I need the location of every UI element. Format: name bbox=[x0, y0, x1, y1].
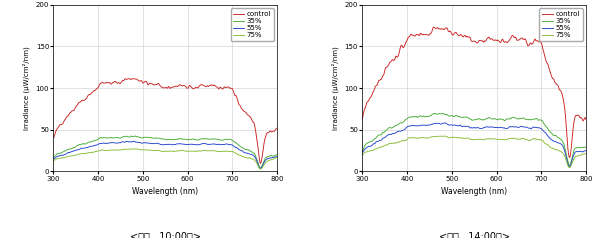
55% bbox=[186, 143, 193, 146]
control bbox=[566, 156, 573, 159]
Line: 55%: 55% bbox=[53, 141, 277, 168]
Y-axis label: Irradiance (μW/cm²/nm): Irradiance (μW/cm²/nm) bbox=[22, 46, 30, 130]
control bbox=[274, 127, 281, 129]
35% bbox=[180, 138, 187, 140]
75% bbox=[243, 156, 250, 159]
control bbox=[50, 136, 57, 139]
35% bbox=[359, 149, 366, 152]
35% bbox=[552, 134, 559, 137]
55% bbox=[50, 158, 57, 160]
55% bbox=[489, 126, 496, 129]
75% bbox=[186, 150, 193, 153]
control bbox=[372, 84, 379, 87]
75% bbox=[192, 150, 200, 153]
55% bbox=[529, 126, 536, 129]
control bbox=[529, 43, 536, 45]
Y-axis label: Irradiance (μW/cm²/nm): Irradiance (μW/cm²/nm) bbox=[332, 46, 339, 130]
35% bbox=[372, 136, 379, 139]
control bbox=[430, 26, 437, 29]
75% bbox=[274, 156, 281, 159]
control bbox=[186, 84, 193, 87]
control bbox=[180, 84, 187, 87]
75% bbox=[372, 148, 379, 150]
35% bbox=[220, 139, 227, 141]
control bbox=[359, 117, 366, 120]
Line: 55%: 55% bbox=[362, 123, 586, 167]
75% bbox=[583, 152, 590, 155]
35% bbox=[63, 149, 70, 151]
control bbox=[552, 82, 559, 84]
Line: 75%: 75% bbox=[53, 149, 277, 169]
Line: control: control bbox=[53, 79, 277, 163]
Text: <오후,  14:00～>: <오후, 14:00～> bbox=[439, 231, 510, 238]
75% bbox=[495, 138, 502, 141]
75% bbox=[552, 148, 559, 151]
Legend: control, 35%, 55%, 75%: control, 35%, 55%, 75% bbox=[230, 8, 274, 41]
35% bbox=[50, 156, 57, 159]
55% bbox=[257, 167, 264, 170]
35% bbox=[192, 138, 200, 141]
35% bbox=[489, 118, 496, 120]
35% bbox=[583, 145, 590, 148]
control bbox=[243, 112, 250, 115]
75% bbox=[489, 138, 496, 140]
control bbox=[501, 41, 509, 44]
35% bbox=[495, 118, 502, 121]
75% bbox=[257, 168, 264, 171]
35% bbox=[131, 135, 139, 138]
35% bbox=[274, 153, 281, 156]
Text: <오전,  10:00～>: <오전, 10:00～> bbox=[130, 231, 201, 238]
X-axis label: Wavelength (nm): Wavelength (nm) bbox=[441, 187, 507, 196]
75% bbox=[529, 138, 536, 141]
35% bbox=[501, 119, 509, 122]
55% bbox=[495, 126, 502, 129]
75% bbox=[501, 138, 509, 141]
Line: control: control bbox=[362, 27, 586, 157]
55% bbox=[583, 149, 590, 152]
55% bbox=[567, 165, 574, 168]
Line: 35%: 35% bbox=[362, 113, 586, 166]
control bbox=[126, 77, 133, 80]
control bbox=[220, 87, 227, 90]
55% bbox=[180, 143, 187, 145]
55% bbox=[359, 151, 366, 154]
control bbox=[489, 38, 496, 41]
X-axis label: Wavelength (nm): Wavelength (nm) bbox=[132, 187, 198, 196]
55% bbox=[552, 140, 559, 143]
75% bbox=[220, 150, 227, 153]
75% bbox=[359, 154, 366, 157]
Legend: control, 35%, 55%, 75%: control, 35%, 55%, 75% bbox=[539, 8, 583, 41]
control bbox=[257, 162, 264, 165]
55% bbox=[372, 141, 379, 144]
55% bbox=[243, 152, 250, 154]
75% bbox=[441, 134, 448, 137]
35% bbox=[243, 148, 250, 151]
35% bbox=[257, 167, 264, 169]
control bbox=[583, 118, 590, 121]
control bbox=[192, 86, 200, 89]
75% bbox=[566, 166, 573, 169]
control bbox=[63, 115, 70, 118]
55% bbox=[130, 140, 137, 143]
35% bbox=[566, 164, 573, 167]
75% bbox=[50, 159, 57, 162]
55% bbox=[192, 143, 200, 146]
75% bbox=[63, 155, 70, 158]
75% bbox=[180, 149, 187, 152]
55% bbox=[442, 121, 449, 124]
Line: 75%: 75% bbox=[362, 136, 586, 168]
55% bbox=[63, 152, 70, 155]
55% bbox=[220, 143, 227, 146]
Line: 35%: 35% bbox=[53, 136, 277, 168]
35% bbox=[186, 138, 193, 141]
55% bbox=[501, 127, 509, 130]
control bbox=[495, 39, 502, 42]
55% bbox=[274, 155, 281, 158]
35% bbox=[431, 112, 438, 115]
35% bbox=[529, 118, 536, 121]
75% bbox=[131, 147, 139, 150]
